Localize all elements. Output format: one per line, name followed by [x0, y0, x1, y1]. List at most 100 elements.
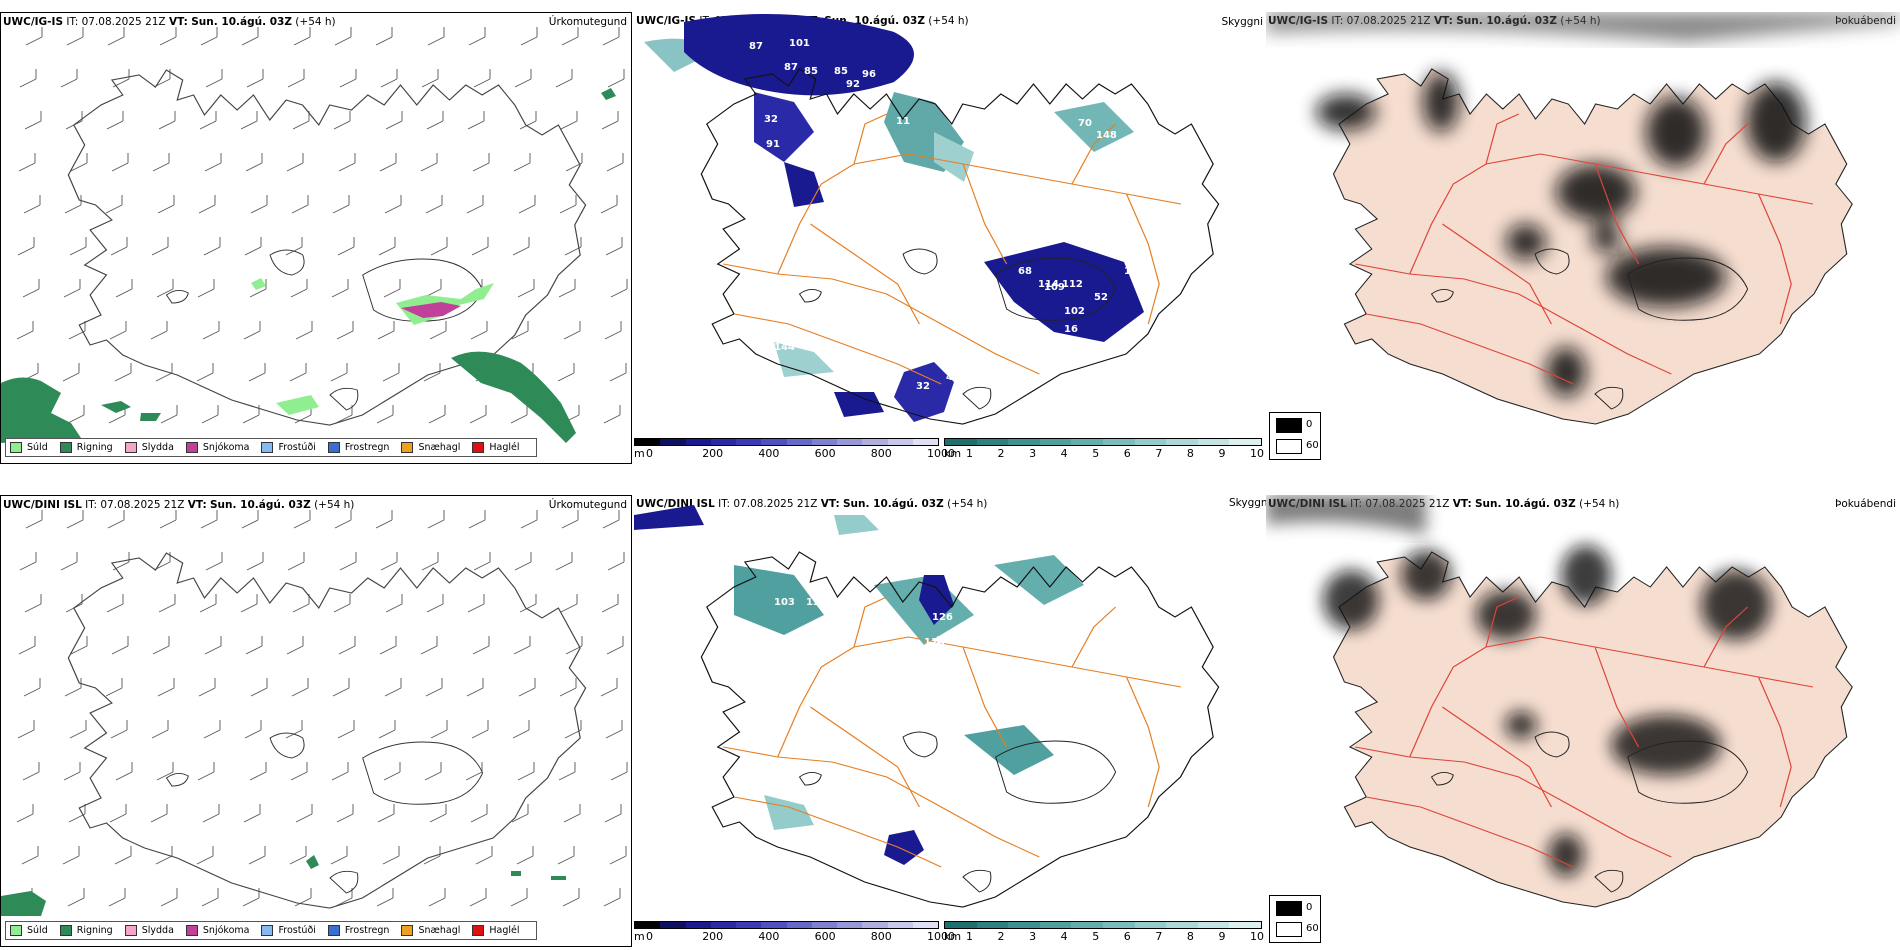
- cloud-base-label: 144: [774, 342, 795, 353]
- legend-label: Súld: [27, 442, 48, 453]
- cloud-base-label: 83: [1044, 334, 1058, 345]
- iceland-land: [1332, 68, 1853, 425]
- iceland-outline: [700, 68, 1220, 425]
- colorbar-tick-label: 1: [966, 447, 973, 460]
- cloud-base-label: 148: [1096, 130, 1117, 141]
- cloud-base-label: 103: [774, 597, 795, 608]
- cloud-base-label: 87: [784, 62, 798, 73]
- legend-swatch: [261, 442, 274, 453]
- colorbar-tick-label: 200: [702, 930, 724, 943]
- legend-item: Haglél: [472, 925, 520, 936]
- cloud-base-label: 85: [804, 66, 818, 77]
- legend-label: Súld: [27, 925, 48, 936]
- glacier-outlines: [165, 732, 484, 894]
- cloud-base-panel-row2: UWC/DINI ISL IT: 07.08.2025 21Z VT: Sun.…: [634, 495, 1266, 947]
- cloud-base-label: 85: [834, 66, 848, 77]
- colorbar-tick-label: 0: [646, 930, 653, 943]
- cloud-base-label: 102: [1064, 306, 1085, 317]
- legend-swatch: [327, 925, 340, 936]
- legend-swatch: [472, 442, 485, 453]
- cloud-base-label: 68: [1018, 266, 1032, 277]
- cloud-base-label: 118: [924, 637, 945, 648]
- legend-label: Haglél: [489, 442, 520, 453]
- legend-swatch: [185, 925, 198, 936]
- colorbar-tick-label: 7: [1155, 930, 1163, 943]
- cloud-base-label: 48: [946, 372, 960, 383]
- colorbar-tick-label: 10: [1250, 447, 1264, 460]
- cloud-base-label: 52: [814, 162, 828, 173]
- cloud-base-label: 16: [1064, 324, 1078, 335]
- colorbar-tick-label: 800: [870, 447, 892, 460]
- legend-label: Frostúði: [278, 442, 316, 453]
- colorbar-tick-label: 1000: [927, 447, 955, 460]
- cloud-base-label: 32: [764, 114, 778, 125]
- legend-item: Frostregn: [327, 925, 389, 936]
- panel-title: Úrkomutegund: [548, 499, 627, 511]
- colorbar-tick-label: 8: [1186, 447, 1194, 460]
- fog-legend: 0 60: [1269, 895, 1321, 943]
- legend-swatch: [59, 925, 72, 936]
- colorbar-tick-label: 5: [1092, 930, 1100, 943]
- colorbar-tick-label: 400: [758, 930, 780, 943]
- cloud-base-areas: [634, 505, 954, 865]
- precip-areas: [1, 88, 616, 443]
- legend-swatch: [401, 925, 414, 936]
- cloud-base-colorbar: m 0 200 400 600 800 1000: [634, 921, 955, 943]
- fog-shading: [1323, 545, 1771, 877]
- legend-label: Rigning: [76, 925, 113, 936]
- road-network: [723, 596, 1182, 868]
- glacier-outlines: [1430, 248, 1749, 410]
- colorbar-tick-label: 4: [1060, 930, 1068, 943]
- precip-type-map: [1, 27, 628, 443]
- legend-item: Snæhagl: [401, 442, 460, 453]
- colorbar-tick-label: 1000: [927, 930, 955, 943]
- panel-title: Þokuábendi: [1835, 498, 1896, 510]
- visibility-areas: [644, 38, 1134, 377]
- fog-legend: 0 60: [1269, 412, 1321, 460]
- cloud-base-label: 118: [1020, 615, 1041, 626]
- road-network: [1355, 113, 1814, 385]
- colorbar-tick-label: 7: [1155, 447, 1163, 460]
- colorbar-tick-label: 400: [758, 447, 780, 460]
- cloud-base-label: 21: [784, 532, 798, 543]
- cloud-base-label: 60: [1094, 169, 1108, 180]
- colorbar-tick-label: 6: [1123, 447, 1131, 460]
- legend-label: Snæhagl: [418, 442, 461, 453]
- colorbar-tick-label: 9: [1218, 930, 1226, 943]
- legend-label: Slydda: [141, 442, 174, 453]
- precip-type-legend: Súld Rigning Slydda Snjókoma Frostúði Frostre…: [5, 921, 537, 940]
- legend-item: Snæhagl: [401, 925, 460, 936]
- cloud-base-label: 49: [912, 902, 926, 913]
- iceland-land: [1332, 551, 1853, 908]
- colorbar-tick-label: 5: [1092, 447, 1100, 460]
- legend-swatch: [124, 925, 137, 936]
- colorbar-tick-label: 200: [702, 447, 724, 460]
- cloud-base-label: 122: [936, 635, 957, 646]
- legend-item: Slydda: [124, 925, 174, 936]
- legend-item: Snjókoma: [185, 442, 249, 453]
- cloud-base-label: 87: [749, 41, 763, 52]
- cloud-base-label: 110: [1124, 266, 1145, 277]
- legend-label: Slydda: [141, 925, 174, 936]
- legend-label: Frostregn: [344, 442, 390, 453]
- legend-item: Frostúði: [261, 925, 316, 936]
- glacier-outlines: [798, 248, 1117, 410]
- cloud-base-label: 109: [1044, 282, 1065, 293]
- cloud-base-label: 92: [846, 79, 860, 90]
- cloud-base-panel-row1: UWC/IG-IS IT: 07.08.2025 21Z VT: Sun. 10…: [634, 12, 1266, 464]
- cloud-base-label: 11: [896, 116, 910, 127]
- cloud-base-label: 70: [1078, 118, 1092, 129]
- fog-shading: [1316, 72, 1806, 397]
- glacier-outlines: [165, 249, 484, 411]
- road-network: [723, 113, 1182, 385]
- iceland-outline: [700, 551, 1220, 908]
- colorbar-tick-label: 600: [814, 930, 836, 943]
- iceland-outline: [67, 69, 587, 426]
- cloud-base-label: 32: [916, 381, 930, 392]
- panel-title: Skyggni: [1221, 16, 1264, 28]
- legend-item: Súld: [10, 442, 48, 453]
- legend-swatch: [124, 442, 137, 453]
- legend-swatch: [401, 442, 414, 453]
- colorbar-tick-label: 600: [814, 447, 836, 460]
